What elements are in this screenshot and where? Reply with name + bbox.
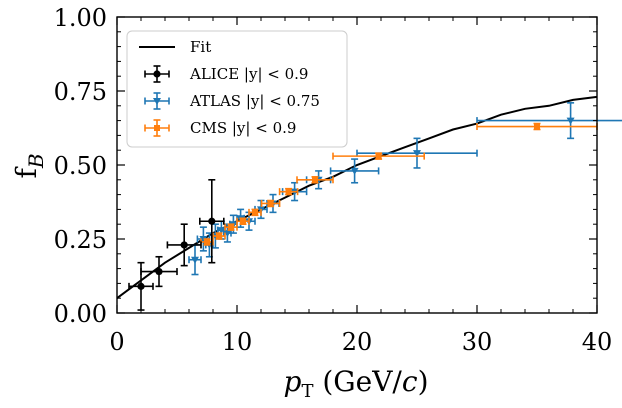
- data-point: [267, 200, 274, 207]
- x-axis-label: pT (GeV/c): [284, 365, 429, 402]
- x-tick-label: 10: [222, 328, 253, 356]
- data-point: [223, 230, 232, 238]
- data-point: [312, 176, 318, 183]
- legend-swatch-marker: [153, 70, 161, 78]
- legend-box: [126, 30, 348, 148]
- data-point: [240, 218, 246, 225]
- legend: Fit ALICE |y| < 0.9 ATLAS |y| < 0.75 CMS |y…: [126, 30, 348, 148]
- ticks: [116, 16, 598, 314]
- data-point: [350, 167, 359, 175]
- data-point: [566, 117, 575, 125]
- legend-label-fit: Fit: [190, 38, 211, 56]
- y-axis-label: fB: [10, 153, 48, 178]
- legend-label-cms: CMS |y| < 0.9: [190, 119, 296, 137]
- legend-swatch-marker: [154, 125, 160, 131]
- y-tick-label: 1.00: [54, 4, 107, 32]
- data-point: [180, 241, 188, 249]
- x-tick-label: 40: [582, 328, 613, 356]
- series-alice: [128, 179, 225, 311]
- data-point: [252, 209, 258, 216]
- fit-curve: [116, 95, 598, 300]
- series-cms: [200, 122, 598, 246]
- data-point: [375, 153, 382, 160]
- data-point: [285, 188, 292, 195]
- legend-swatch-marker: [153, 98, 161, 105]
- tick-labels: 0 10 20 30 40 0.00 0.25 0.50 0.75 1.00: [54, 4, 613, 356]
- plot-content: [116, 95, 622, 311]
- data-point: [199, 236, 208, 243]
- data-point: [191, 256, 199, 264]
- data-point: [534, 123, 540, 130]
- data-point: [208, 217, 216, 225]
- data-point: [137, 282, 145, 290]
- y-tick-label: 0.75: [54, 78, 107, 106]
- data-point: [204, 238, 210, 245]
- y-tick-label: 0.00: [54, 300, 107, 328]
- y-tick-label: 0.50: [54, 152, 107, 180]
- x-tick-label: 20: [342, 328, 373, 356]
- data-point: [228, 224, 234, 231]
- y-tick-label: 0.25: [54, 226, 107, 254]
- x-tick-label: 30: [462, 328, 493, 356]
- legend-label-atlas: ATLAS |y| < 0.75: [189, 92, 320, 110]
- data-point: [216, 233, 222, 240]
- x-tick-label: 0: [109, 328, 124, 356]
- data-point: [413, 150, 421, 158]
- data-point: [155, 267, 163, 276]
- data-point: [217, 227, 226, 235]
- legend-label-alice: ALICE |y| < 0.9: [189, 65, 308, 83]
